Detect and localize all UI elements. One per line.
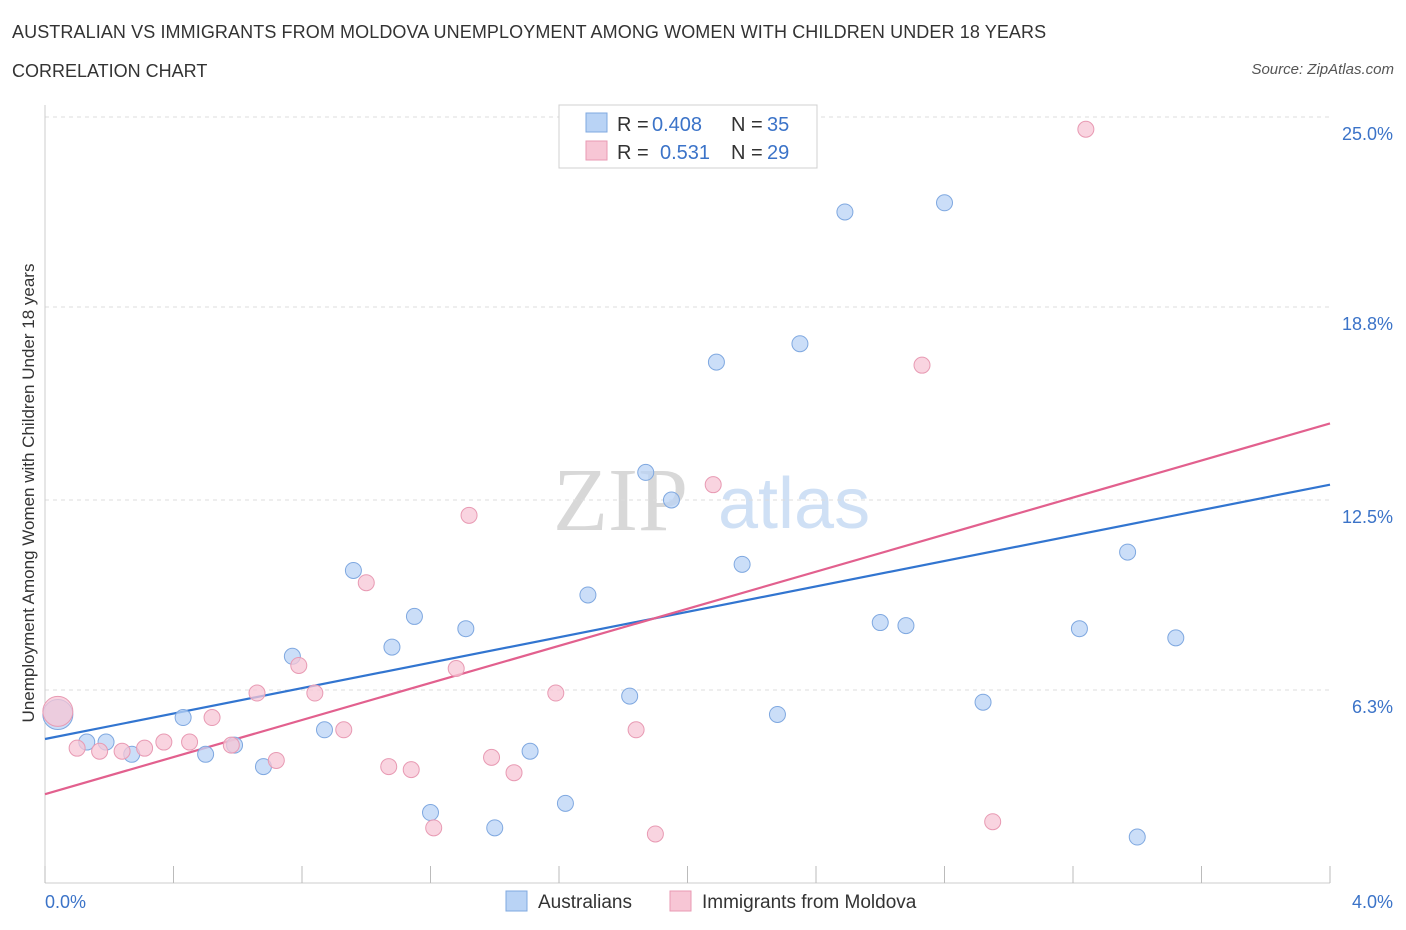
moldova-point (248, 684, 266, 702)
legend-r-label-2: R = (617, 142, 649, 164)
legend-r-label-1: R = (617, 114, 649, 136)
moldova-legend-label: Immigrants from Moldova (702, 892, 917, 913)
legend-r-value-2: 0.531 (660, 142, 710, 164)
australians-point (897, 617, 915, 635)
chart-title: AUSTRALIAN VS IMMIGRANTS FROM MOLDOVA UN… (12, 22, 1047, 42)
moldova-point (447, 660, 465, 678)
moldova-point (913, 356, 931, 374)
legend-n-value-2: 29 (767, 142, 789, 164)
chart-subtitle: CORRELATION CHART (12, 61, 208, 81)
moldova-point (306, 684, 324, 702)
moldova-trend-line (44, 422, 1331, 796)
australians-point (344, 561, 362, 579)
y-tick-label-1: 12.5% (1342, 507, 1393, 527)
australians-point (871, 614, 889, 632)
australians-point (197, 745, 215, 763)
gridlines (45, 116, 1330, 691)
australians-point (662, 491, 680, 509)
australians-legend-label: Australians (538, 892, 632, 913)
moldova-point (203, 709, 221, 727)
moldova-point (460, 506, 478, 524)
australians-point (457, 620, 475, 638)
legend-r-value-1: 0.408 (652, 114, 702, 136)
moldova-point (42, 695, 74, 727)
watermark-atlas: atlas (718, 464, 870, 544)
australians-point (422, 804, 439, 822)
scatter-points (42, 120, 1185, 846)
stats-legend: R = 0.408 N = 35 R = 0.531 N = 29 (558, 104, 818, 169)
moldova-point (704, 476, 722, 494)
series-legend: Australians Immigrants from Moldova (505, 890, 917, 913)
moldova-point (91, 742, 109, 760)
australians-point (733, 555, 751, 573)
australians-point (621, 687, 639, 705)
australians-point (707, 353, 725, 371)
australians-point (936, 194, 953, 212)
australians-point (1128, 828, 1146, 846)
australians-point (1119, 543, 1137, 561)
legend-n-value-1: 35 (767, 114, 789, 136)
australians-point (791, 335, 809, 353)
australians-point (405, 607, 423, 625)
moldova-point (402, 761, 420, 779)
moldova-point (627, 721, 645, 739)
moldova-swatch (585, 140, 608, 161)
australians-point (1167, 629, 1185, 647)
australians-point (836, 203, 854, 221)
australians-point (486, 819, 504, 837)
moldova-point (267, 751, 285, 769)
moldova-point (357, 574, 375, 592)
australians-point (556, 794, 574, 812)
moldova-legend-swatch (669, 890, 692, 912)
x-tick-label-1: 4.0% (1352, 892, 1393, 912)
moldova-point (1077, 120, 1095, 138)
moldova-point (155, 733, 173, 751)
australians-point (521, 742, 539, 760)
moldova-point (547, 684, 565, 702)
australians-point (579, 586, 597, 604)
moldova-point (136, 739, 154, 757)
moldova-point (68, 739, 86, 757)
australians-point (315, 721, 333, 739)
y-tick-label-3: 25.0% (1342, 124, 1393, 144)
moldova-point (646, 825, 664, 843)
y-tick-label-2: 18.8% (1342, 314, 1393, 334)
legend-n-label-2: N = (731, 142, 763, 164)
moldova-point (181, 733, 199, 751)
moldova-point (113, 742, 131, 760)
moldova-point (380, 758, 398, 776)
moldova-point (984, 813, 1002, 831)
australians-point (974, 693, 992, 711)
australians-point (1070, 620, 1088, 638)
australians-swatch (585, 112, 608, 133)
moldova-point (483, 748, 501, 766)
australians-legend-swatch (505, 890, 528, 912)
australians-point (383, 638, 401, 656)
axes (44, 105, 1331, 884)
y-axis-label: Unemployment Among Women with Children U… (19, 264, 38, 723)
moldova-point (222, 736, 240, 754)
australians-point (768, 705, 786, 723)
australians-point (637, 463, 655, 481)
moldova-point (290, 656, 308, 674)
y-tick-label-0: 6.3% (1352, 697, 1393, 717)
x-tick-label-0: 0.0% (45, 892, 86, 912)
legend-n-label-1: N = (731, 114, 763, 136)
australians-point (174, 709, 192, 727)
moldova-point (425, 819, 443, 837)
tick-labels: 6.3% 12.5% 18.8% 25.0% 0.0% 4.0% (45, 124, 1393, 912)
moldova-point (335, 721, 353, 739)
source-credit: Source: ZipAtlas.com (1251, 61, 1394, 78)
moldova-point (505, 764, 523, 782)
